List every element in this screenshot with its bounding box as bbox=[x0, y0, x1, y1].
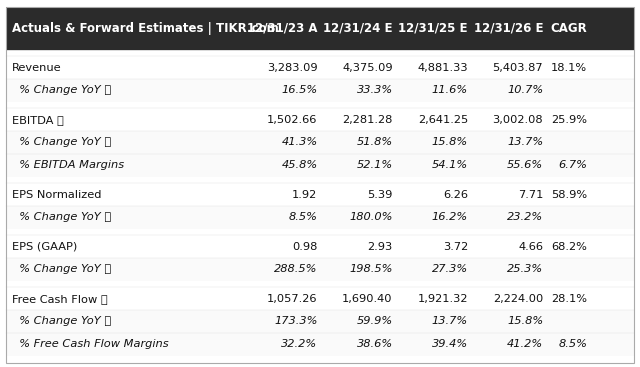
Text: 12/31/25 E: 12/31/25 E bbox=[399, 22, 468, 35]
Text: 198.5%: 198.5% bbox=[349, 264, 393, 275]
Text: 8.5%: 8.5% bbox=[289, 212, 317, 222]
FancyBboxPatch shape bbox=[6, 7, 634, 50]
Text: 0.98: 0.98 bbox=[292, 241, 317, 252]
Text: 5.39: 5.39 bbox=[367, 189, 393, 200]
Text: CAGR: CAGR bbox=[550, 22, 587, 35]
Text: 2,281.28: 2,281.28 bbox=[342, 115, 393, 125]
Text: 6.26: 6.26 bbox=[443, 189, 468, 200]
Text: 7.71: 7.71 bbox=[518, 189, 543, 200]
Text: 16.5%: 16.5% bbox=[282, 85, 317, 95]
Text: 5,403.87: 5,403.87 bbox=[493, 62, 543, 73]
Text: 3,283.09: 3,283.09 bbox=[267, 62, 317, 73]
Text: 12/31/24 E: 12/31/24 E bbox=[323, 22, 393, 35]
Text: 2,641.25: 2,641.25 bbox=[418, 115, 468, 125]
FancyBboxPatch shape bbox=[6, 131, 634, 154]
Text: 23.2%: 23.2% bbox=[507, 212, 543, 222]
Text: 173.3%: 173.3% bbox=[274, 316, 317, 327]
Text: 38.6%: 38.6% bbox=[356, 339, 393, 349]
Text: 1,690.40: 1,690.40 bbox=[342, 294, 393, 304]
FancyBboxPatch shape bbox=[6, 79, 634, 102]
Text: 59.9%: 59.9% bbox=[356, 316, 393, 327]
Text: % Change YoY ⓘ: % Change YoY ⓘ bbox=[12, 212, 111, 222]
Text: 15.8%: 15.8% bbox=[507, 316, 543, 327]
Text: 3.72: 3.72 bbox=[443, 241, 468, 252]
Text: 51.8%: 51.8% bbox=[356, 137, 393, 148]
FancyBboxPatch shape bbox=[6, 333, 634, 356]
Text: 1,921.32: 1,921.32 bbox=[417, 294, 468, 304]
FancyBboxPatch shape bbox=[6, 310, 634, 333]
FancyBboxPatch shape bbox=[6, 235, 634, 258]
Text: 12/31/23 A: 12/31/23 A bbox=[247, 22, 317, 35]
Text: % EBITDA Margins: % EBITDA Margins bbox=[12, 160, 124, 170]
Text: 18.1%: 18.1% bbox=[551, 62, 587, 73]
Text: 8.5%: 8.5% bbox=[558, 339, 587, 349]
Text: 16.2%: 16.2% bbox=[432, 212, 468, 222]
Text: 12/31/26 E: 12/31/26 E bbox=[474, 22, 543, 35]
Text: 41.3%: 41.3% bbox=[282, 137, 317, 148]
Text: 1,502.66: 1,502.66 bbox=[267, 115, 317, 125]
Text: 1,057.26: 1,057.26 bbox=[267, 294, 317, 304]
Text: 39.4%: 39.4% bbox=[432, 339, 468, 349]
Text: % Change YoY ⓘ: % Change YoY ⓘ bbox=[12, 264, 111, 275]
Text: 288.5%: 288.5% bbox=[274, 264, 317, 275]
Text: 54.1%: 54.1% bbox=[432, 160, 468, 170]
Text: 180.0%: 180.0% bbox=[349, 212, 393, 222]
Text: % Change YoY ⓘ: % Change YoY ⓘ bbox=[12, 137, 111, 148]
FancyBboxPatch shape bbox=[6, 154, 634, 177]
Text: 2.93: 2.93 bbox=[367, 241, 393, 252]
Text: 4.66: 4.66 bbox=[518, 241, 543, 252]
Text: 32.2%: 32.2% bbox=[282, 339, 317, 349]
Text: 58.9%: 58.9% bbox=[551, 189, 587, 200]
Text: 41.2%: 41.2% bbox=[507, 339, 543, 349]
Text: EBITDA ⓘ: EBITDA ⓘ bbox=[12, 115, 63, 125]
Text: 15.8%: 15.8% bbox=[432, 137, 468, 148]
Text: 25.3%: 25.3% bbox=[507, 264, 543, 275]
Text: 3,002.08: 3,002.08 bbox=[493, 115, 543, 125]
FancyBboxPatch shape bbox=[6, 258, 634, 281]
Text: 27.3%: 27.3% bbox=[432, 264, 468, 275]
Text: 55.6%: 55.6% bbox=[507, 160, 543, 170]
Text: 10.7%: 10.7% bbox=[507, 85, 543, 95]
Text: 11.6%: 11.6% bbox=[432, 85, 468, 95]
Text: Actuals & Forward Estimates | TIKR.com: Actuals & Forward Estimates | TIKR.com bbox=[12, 22, 278, 35]
Text: % Change YoY ⓘ: % Change YoY ⓘ bbox=[12, 85, 111, 95]
Text: % Free Cash Flow Margins: % Free Cash Flow Margins bbox=[12, 339, 168, 349]
Text: 25.9%: 25.9% bbox=[551, 115, 587, 125]
FancyBboxPatch shape bbox=[6, 183, 634, 206]
Text: % Change YoY ⓘ: % Change YoY ⓘ bbox=[12, 316, 111, 327]
Text: 13.7%: 13.7% bbox=[432, 316, 468, 327]
Text: 68.2%: 68.2% bbox=[551, 241, 587, 252]
FancyBboxPatch shape bbox=[6, 287, 634, 310]
FancyBboxPatch shape bbox=[6, 108, 634, 131]
Text: 52.1%: 52.1% bbox=[356, 160, 393, 170]
Text: 4,881.33: 4,881.33 bbox=[417, 62, 468, 73]
Text: Free Cash Flow ⓘ: Free Cash Flow ⓘ bbox=[12, 294, 108, 304]
Text: 13.7%: 13.7% bbox=[507, 137, 543, 148]
Text: 28.1%: 28.1% bbox=[551, 294, 587, 304]
FancyBboxPatch shape bbox=[6, 56, 634, 79]
Text: 2,224.00: 2,224.00 bbox=[493, 294, 543, 304]
Text: EPS Normalized: EPS Normalized bbox=[12, 189, 101, 200]
Text: Revenue: Revenue bbox=[12, 62, 61, 73]
Text: 1.92: 1.92 bbox=[292, 189, 317, 200]
Text: 6.7%: 6.7% bbox=[558, 160, 587, 170]
Text: 45.8%: 45.8% bbox=[282, 160, 317, 170]
Text: 33.3%: 33.3% bbox=[356, 85, 393, 95]
Text: EPS (GAAP): EPS (GAAP) bbox=[12, 241, 77, 252]
Text: 4,375.09: 4,375.09 bbox=[342, 62, 393, 73]
FancyBboxPatch shape bbox=[6, 206, 634, 229]
